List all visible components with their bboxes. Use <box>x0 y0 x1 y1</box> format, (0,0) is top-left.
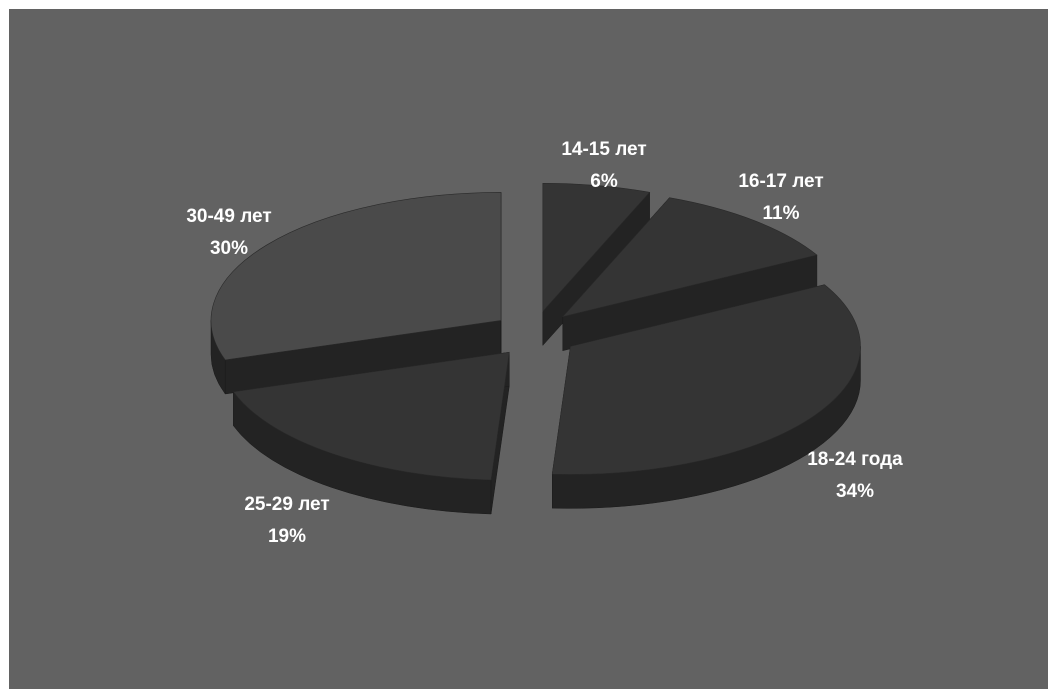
slice-percent-label: 19% <box>268 526 306 547</box>
chart-background <box>9 9 1048 689</box>
slice-top <box>551 284 861 475</box>
slice-top <box>232 351 510 481</box>
slice-percent-label: 6% <box>590 171 618 192</box>
slice-category-label: 25-29 лет <box>244 494 329 515</box>
pie-slices <box>210 183 861 515</box>
slice-percent-label: 30% <box>210 238 248 259</box>
slice-category-label: 14-15 лет <box>561 139 646 160</box>
slice-category-label: 16-17 лет <box>738 171 823 192</box>
pie-slice <box>210 192 502 395</box>
pie-slice <box>561 197 818 352</box>
slice-top <box>542 183 651 313</box>
slice-percent-label: 11% <box>763 203 800 224</box>
slice-top <box>210 192 502 361</box>
slice-percent-label: 34% <box>836 481 874 502</box>
pie-labels: 14-15 лет 6% 16-17 лет 11% 18-24 года 34% 25-2… <box>186 139 903 547</box>
pie-slice <box>232 351 510 515</box>
slice-category-label: 30-49 лет <box>186 206 271 227</box>
pie-slice <box>551 284 861 509</box>
slice-category-label: 18-24 года <box>807 449 903 470</box>
slice-top <box>561 197 818 318</box>
